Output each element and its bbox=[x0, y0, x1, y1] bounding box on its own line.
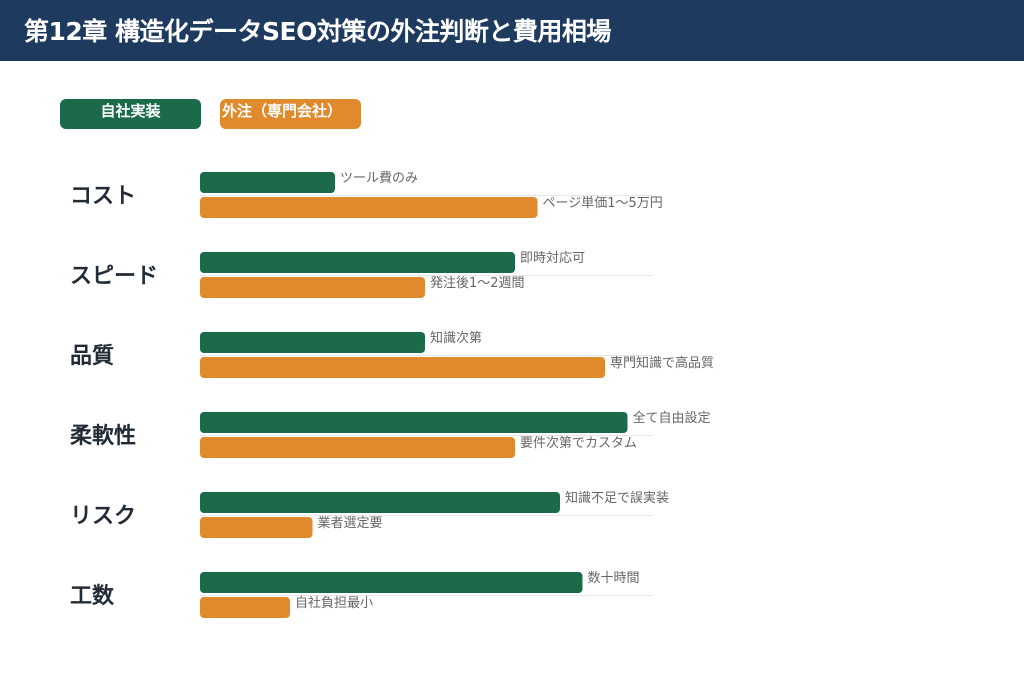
bar-label: ページ単価1〜5万円 bbox=[543, 195, 663, 211]
bar-outsource bbox=[200, 437, 515, 458]
category-label: リスク bbox=[70, 504, 136, 529]
bar-label: 発注後1〜2週間 bbox=[430, 276, 525, 291]
bar-inhouse bbox=[200, 172, 335, 193]
bar-label: 専門知識で高品質 bbox=[610, 355, 714, 371]
bar-inhouse bbox=[200, 492, 560, 513]
page-title: 第12章 構造化データSEO対策の外注判断と費用相場 bbox=[24, 17, 611, 46]
bar-outsource bbox=[200, 357, 605, 378]
bar-inhouse bbox=[200, 572, 583, 593]
bar-label: 数十時間 bbox=[588, 571, 640, 586]
bar-label: 即時対応可 bbox=[520, 251, 585, 266]
bar-inhouse bbox=[200, 412, 628, 433]
bar-outsource bbox=[200, 517, 313, 538]
bar-outsource bbox=[200, 197, 538, 218]
legend-inhouse: 自社実装 bbox=[60, 99, 201, 129]
bar-label: 知識次第 bbox=[430, 330, 482, 346]
category-label: 工数 bbox=[70, 583, 115, 609]
page-header: 第12章 構造化データSEO対策の外注判断と費用相場 bbox=[0, 0, 1024, 61]
bar-inhouse bbox=[200, 252, 515, 273]
bar-inhouse bbox=[200, 332, 425, 353]
category-label: 品質 bbox=[70, 344, 114, 369]
bar-label: 要件次第でカスタム bbox=[520, 435, 637, 451]
legend-outsource: 外注（専門会社） bbox=[220, 99, 361, 129]
category-label: 柔軟性 bbox=[70, 423, 136, 449]
bar-label: 全て自由設定 bbox=[633, 410, 711, 426]
bar-outsource bbox=[200, 597, 290, 618]
bar-label: 業者選定要 bbox=[318, 515, 383, 531]
category-label: コスト bbox=[70, 184, 136, 209]
category-label: スピード bbox=[70, 264, 158, 289]
bar-label: 知識不足で誤実装 bbox=[565, 490, 669, 506]
bar-label: ツール費のみ bbox=[340, 171, 418, 186]
bar-outsource bbox=[200, 277, 425, 298]
bar-label: 自社負担最小 bbox=[295, 595, 373, 611]
